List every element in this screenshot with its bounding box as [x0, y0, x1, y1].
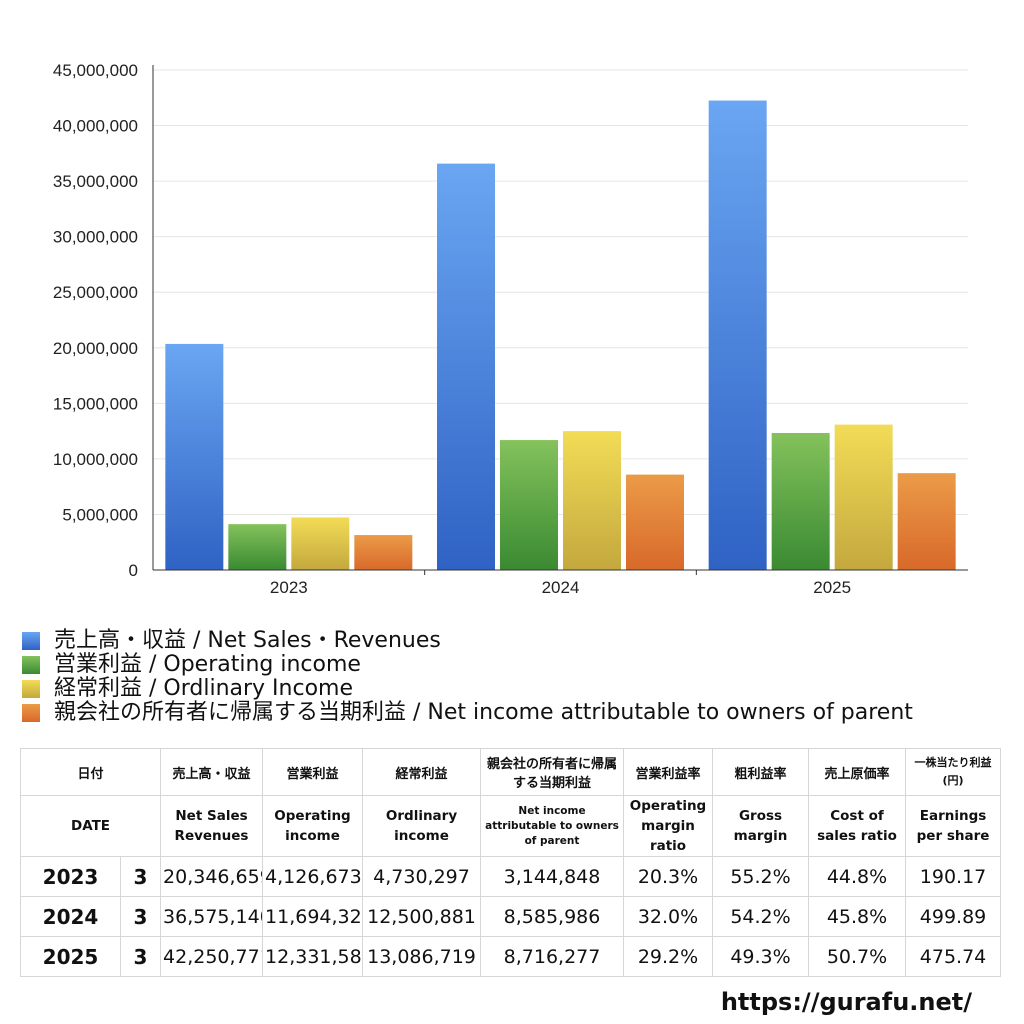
header-sales-jp: 売上高・収益	[160, 748, 264, 796]
cell-eps: 190.17	[905, 856, 1002, 897]
legend-item-sales: 売上高・収益 / Net Sales・Revenues	[20, 629, 913, 653]
bar-sales-2023	[165, 343, 224, 570]
header-op-ratio-en: Operating margin ratio	[623, 795, 714, 857]
bar-net-income-2025	[897, 473, 956, 570]
cell-ordinary: 4,730,297	[362, 856, 482, 897]
bar-net-income-2023	[354, 535, 413, 570]
cell-cost: 50.7%	[808, 936, 907, 977]
legend-swatch-operating	[22, 656, 40, 674]
header-gross-en: Gross margin	[712, 795, 810, 857]
header-gross-jp: 粗利益率	[712, 748, 810, 796]
bar-sales-2024	[437, 163, 495, 570]
y-tick-label: 35,000,000	[53, 172, 138, 191]
financial-summary-table: 日付 売上高・収益 営業利益 経常利益 親会社の所有者に帰属する当期利益 営業利…	[19, 748, 1002, 977]
legend-item-net-income: 親会社の所有者に帰属する当期利益 / Net income attributab…	[20, 701, 913, 725]
cell-year: 2023	[20, 856, 121, 897]
bar-operating-2023	[228, 524, 287, 570]
chart-axes: 0 5,000,000 10,000,000 15,000,000 20,000,000…	[53, 61, 968, 597]
header-cost-jp: 売上原価率	[808, 748, 907, 796]
cell-operating: 4,126,673	[262, 856, 364, 897]
header-date-en: DATE	[19, 795, 162, 857]
cell-op-ratio: 20.3%	[623, 856, 714, 897]
header-operating-en: Operating income	[262, 795, 364, 857]
header-operating-jp: 営業利益	[262, 748, 364, 796]
y-tick-label: 15,000,000	[53, 394, 138, 413]
cell-eps: 475.74	[905, 936, 1002, 977]
cell-sales: 42,250,771	[160, 936, 264, 977]
cell-net-income: 8,716,277	[480, 936, 625, 977]
table-header-jp: 日付 売上高・収益 営業利益 経常利益 親会社の所有者に帰属する当期利益 営業利…	[19, 748, 1002, 796]
y-tick-label: 10,000,000	[53, 450, 138, 469]
cell-gross: 55.2%	[712, 856, 810, 897]
header-ordinary-en: Ordlinary income	[362, 795, 482, 857]
cell-month: 3	[119, 856, 162, 897]
legend-swatch-net-income	[22, 704, 40, 722]
cell-net-income: 8,585,986	[480, 896, 625, 937]
cell-month: 3	[119, 936, 162, 977]
cell-ordinary: 13,086,719	[362, 936, 482, 977]
cell-cost: 44.8%	[808, 856, 907, 897]
legend-label-ordinary: 経常利益 / Ordlinary Income	[54, 676, 353, 701]
cell-eps: 499.89	[905, 896, 1002, 937]
x-tick-label: 2025	[813, 578, 851, 597]
bar-ordinary-2025	[834, 424, 893, 570]
cell-operating: 11,694,326	[262, 896, 364, 937]
chart-legend: 売上高・収益 / Net Sales・Revenues 営業利益 / Opera…	[20, 629, 913, 725]
legend-swatch-sales	[22, 632, 40, 650]
cell-gross: 54.2%	[712, 896, 810, 937]
header-sales-en: Net Sales Revenues	[160, 795, 264, 857]
cell-op-ratio: 32.0%	[623, 896, 714, 937]
bar-ordinary-2023	[291, 517, 350, 570]
y-tick-label: 25,000,000	[53, 283, 138, 302]
bar-chart: 0 5,000,000 10,000,000 15,000,000 20,000,000…	[53, 61, 968, 597]
bar-operating-2024	[500, 440, 558, 570]
legend-swatch-ordinary	[22, 680, 40, 698]
x-tick-label: 2023	[270, 578, 308, 597]
header-eps-en: Earnings per share	[905, 795, 1002, 857]
table-row: 2024 3 36,575,140 11,694,326 12,500,881 …	[20, 896, 1002, 937]
y-tick-label: 45,000,000	[53, 61, 138, 80]
cell-gross: 49.3%	[712, 936, 810, 977]
header-net-income-jp: 親会社の所有者に帰属する当期利益	[480, 748, 625, 796]
y-tick-label: 40,000,000	[53, 117, 138, 136]
cell-year: 2025	[20, 936, 121, 977]
header-date-jp: 日付	[19, 748, 162, 796]
cell-sales: 36,575,140	[160, 896, 264, 937]
header-cost-en: Cost of sales ratio	[808, 795, 907, 857]
table-row: 2025 3 42,250,771 12,331,581 13,086,719 …	[20, 936, 1002, 977]
cell-ordinary: 12,500,881	[362, 896, 482, 937]
y-tick-label: 30,000,000	[53, 228, 138, 247]
legend-label-net-income: 親会社の所有者に帰属する当期利益 / Net income attributab…	[54, 700, 913, 725]
chart-bars	[165, 100, 956, 570]
header-ordinary-jp: 経常利益	[362, 748, 482, 796]
y-tick-label: 20,000,000	[53, 339, 138, 358]
legend-item-ordinary: 経常利益 / Ordlinary Income	[20, 677, 913, 701]
header-eps-jp: 一株当たり利益(円)	[905, 748, 1002, 796]
cell-sales: 20,346,659	[160, 856, 264, 897]
table-row: 2023 3 20,346,659 4,126,673 4,730,297 3,…	[20, 856, 1002, 897]
legend-label-sales: 売上高・収益 / Net Sales・Revenues	[54, 628, 441, 653]
cell-op-ratio: 29.2%	[623, 936, 714, 977]
bar-operating-2025	[771, 432, 830, 570]
y-tick-label: 0	[129, 561, 138, 580]
header-op-ratio-jp: 営業利益率	[623, 748, 714, 796]
legend-item-operating: 営業利益 / Operating income	[20, 653, 913, 677]
x-tick-label: 2024	[542, 578, 580, 597]
cell-net-income: 3,144,848	[480, 856, 625, 897]
bar-sales-2025	[708, 100, 767, 570]
legend-label-operating: 営業利益 / Operating income	[54, 652, 361, 677]
cell-operating: 12,331,581	[262, 936, 364, 977]
cell-month: 3	[119, 896, 162, 937]
y-tick-label: 5,000,000	[62, 505, 138, 524]
cell-cost: 45.8%	[808, 896, 907, 937]
site-url[interactable]: https://gurafu.net/	[720, 988, 972, 1016]
bar-ordinary-2024	[563, 431, 621, 570]
cell-year: 2024	[20, 896, 121, 937]
header-net-income-en: Net income attributable to owners of par…	[480, 795, 625, 857]
chart-grid	[153, 69, 968, 515]
table-header-en: DATE Net Sales Revenues Operating income…	[19, 795, 1002, 857]
bar-net-income-2024	[626, 474, 684, 570]
